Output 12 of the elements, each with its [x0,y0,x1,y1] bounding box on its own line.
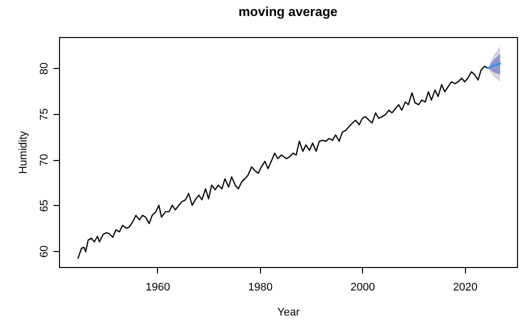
x-tick-label: 1960 [146,282,170,294]
y-tick-label: 75 [38,108,50,120]
y-tick-label: 80 [38,62,50,75]
x-tick-label: 1980 [248,282,273,294]
y-tick-label: 70 [38,154,50,166]
x-tick-label: 2000 [350,282,376,294]
x-tick-label: 2020 [453,282,478,294]
y-tick-label: 65 [38,200,50,212]
y-axis-title: Humidity [18,130,30,174]
chart-title: moving average [238,4,338,19]
x-axis-title: Year [277,306,300,318]
y-tick-label: 60 [38,245,50,258]
